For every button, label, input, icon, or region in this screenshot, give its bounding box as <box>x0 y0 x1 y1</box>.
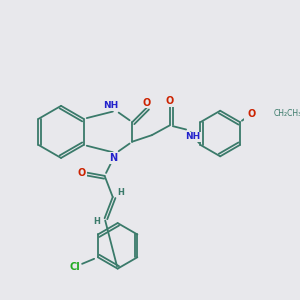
Text: H: H <box>93 217 100 226</box>
Text: O: O <box>247 109 256 119</box>
Text: CH₂CH₃: CH₂CH₃ <box>274 110 300 118</box>
Text: NH: NH <box>103 101 119 110</box>
Text: O: O <box>143 98 151 108</box>
Text: Cl: Cl <box>70 262 80 272</box>
Text: N: N <box>109 153 117 163</box>
Text: O: O <box>78 168 86 178</box>
Text: O: O <box>166 96 174 106</box>
Text: H: H <box>117 188 124 196</box>
Text: NH: NH <box>185 132 200 141</box>
